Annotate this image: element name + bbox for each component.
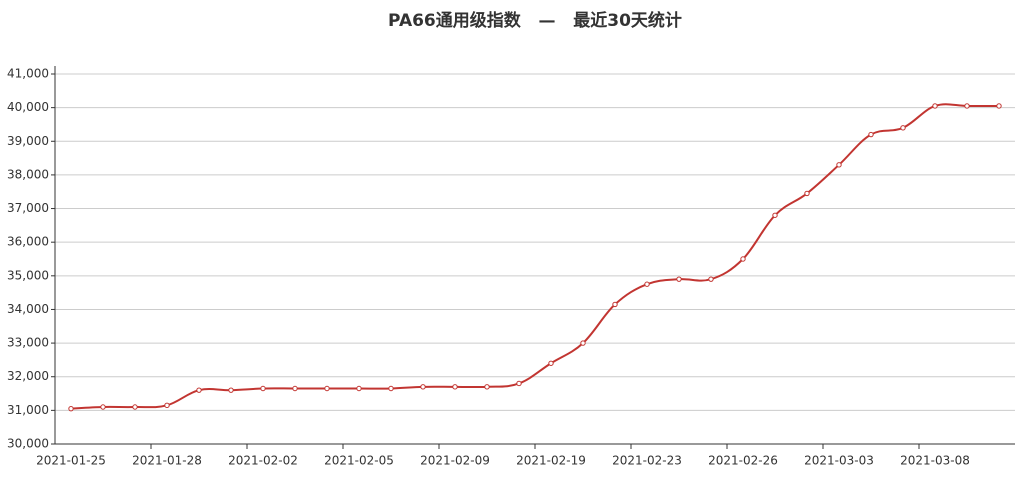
point <box>996 103 1002 109</box>
y-tick-label: 37,000 <box>7 201 49 215</box>
x-tick-label: 2021-02-09 <box>420 454 490 468</box>
point <box>68 405 74 412</box>
y-tick-label: 35,000 <box>7 268 49 282</box>
point <box>708 276 714 282</box>
x-tick-label: 2021-02-05 <box>324 454 394 468</box>
point <box>548 360 554 366</box>
point <box>836 162 842 168</box>
point <box>580 340 586 346</box>
chart-title: PA66通用级指数 — 最近30天统计 <box>388 10 682 31</box>
x-tick-label: 2021-02-19 <box>516 454 586 468</box>
point <box>196 387 202 393</box>
point <box>932 103 938 109</box>
y-tick-label: 33,000 <box>7 336 49 350</box>
x-tick-label: 2021-01-28 <box>132 454 202 468</box>
point <box>292 385 298 392</box>
point <box>772 212 778 218</box>
point <box>324 385 330 392</box>
point <box>804 190 810 197</box>
point <box>964 103 970 109</box>
point <box>676 276 682 282</box>
point <box>644 281 650 287</box>
x-tick-label: 2021-03-03 <box>804 454 874 468</box>
y-tick-label: 30,000 <box>7 437 49 451</box>
point <box>612 301 618 308</box>
y-tick-label: 41,000 <box>7 67 49 81</box>
y-tick-label: 38,000 <box>7 167 49 181</box>
y-tick-label: 36,000 <box>7 235 49 249</box>
point <box>132 404 138 410</box>
point <box>740 256 746 262</box>
point <box>356 385 362 392</box>
point <box>388 385 394 392</box>
line <box>70 103 999 410</box>
point <box>900 125 906 131</box>
point <box>516 380 522 387</box>
x-tick-label: 2021-03-08 <box>900 454 970 468</box>
point <box>484 384 490 390</box>
x-tick-label: 2021-02-23 <box>612 454 682 468</box>
point <box>228 387 234 393</box>
point <box>868 131 874 138</box>
x-tick-label: 2021-02-02 <box>228 454 298 468</box>
y-tick-label: 39,000 <box>7 134 49 148</box>
x-tick-label: 2021-01-25 <box>36 454 106 468</box>
point <box>420 384 426 390</box>
y-tick-label: 34,000 <box>7 302 49 316</box>
point <box>452 384 458 390</box>
point <box>100 404 106 410</box>
y-tick-label: 32,000 <box>7 369 49 383</box>
point <box>164 402 170 409</box>
y-tick-label: 31,000 <box>7 403 49 417</box>
point <box>260 385 266 392</box>
x-tick-label: 2021-02-26 <box>708 454 778 468</box>
y-tick-label: 40,000 <box>7 100 49 114</box>
